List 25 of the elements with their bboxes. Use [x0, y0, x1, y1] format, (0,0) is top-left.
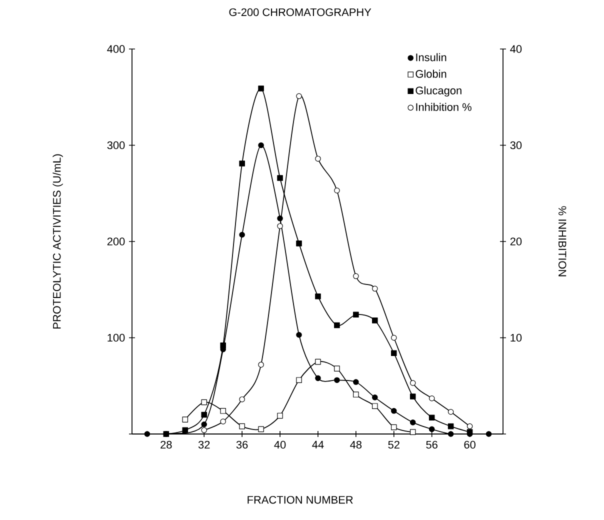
x-tick-label: 56	[426, 440, 438, 449]
x-tick-label: 32	[198, 440, 210, 449]
y-tick-label: 200	[107, 238, 125, 246]
x-tick-label: 48	[350, 440, 362, 449]
y-tick-label: 100	[108, 334, 125, 342]
y-axis-title: PROTEOLYTIC ACTIVITIES (U/mL)	[52, 154, 63, 328]
y2-tick-label: 20	[510, 238, 522, 246]
y2-axis-title: % INHIBITION	[558, 206, 566, 276]
x-tick-label: 36	[236, 440, 248, 449]
x-axis-title: FRACTION NUMBER	[248, 496, 353, 504]
y2-tick-label: 30	[510, 141, 522, 150]
legend-label: Glucagon	[416, 86, 462, 97]
x-tick-label: 60	[464, 440, 476, 449]
y-tick-label: 400	[107, 45, 125, 53]
y2-tick-label: 10	[510, 334, 522, 342]
y2-tick-label: 40	[510, 45, 522, 53]
chart-title: G-200 CHROMATOGRAPHY	[229, 8, 372, 16]
x-tick-label: 28	[160, 440, 172, 449]
y-tick-label: 300	[107, 141, 125, 150]
legend-label: Globin	[416, 70, 446, 78]
x-tick-label: 40	[274, 440, 286, 449]
x-tick-label: 44	[312, 440, 324, 448]
x-tick-label: 52	[388, 440, 400, 449]
legend-label: Insulin	[416, 53, 446, 62]
legend-label: Inhibition %	[416, 102, 472, 111]
